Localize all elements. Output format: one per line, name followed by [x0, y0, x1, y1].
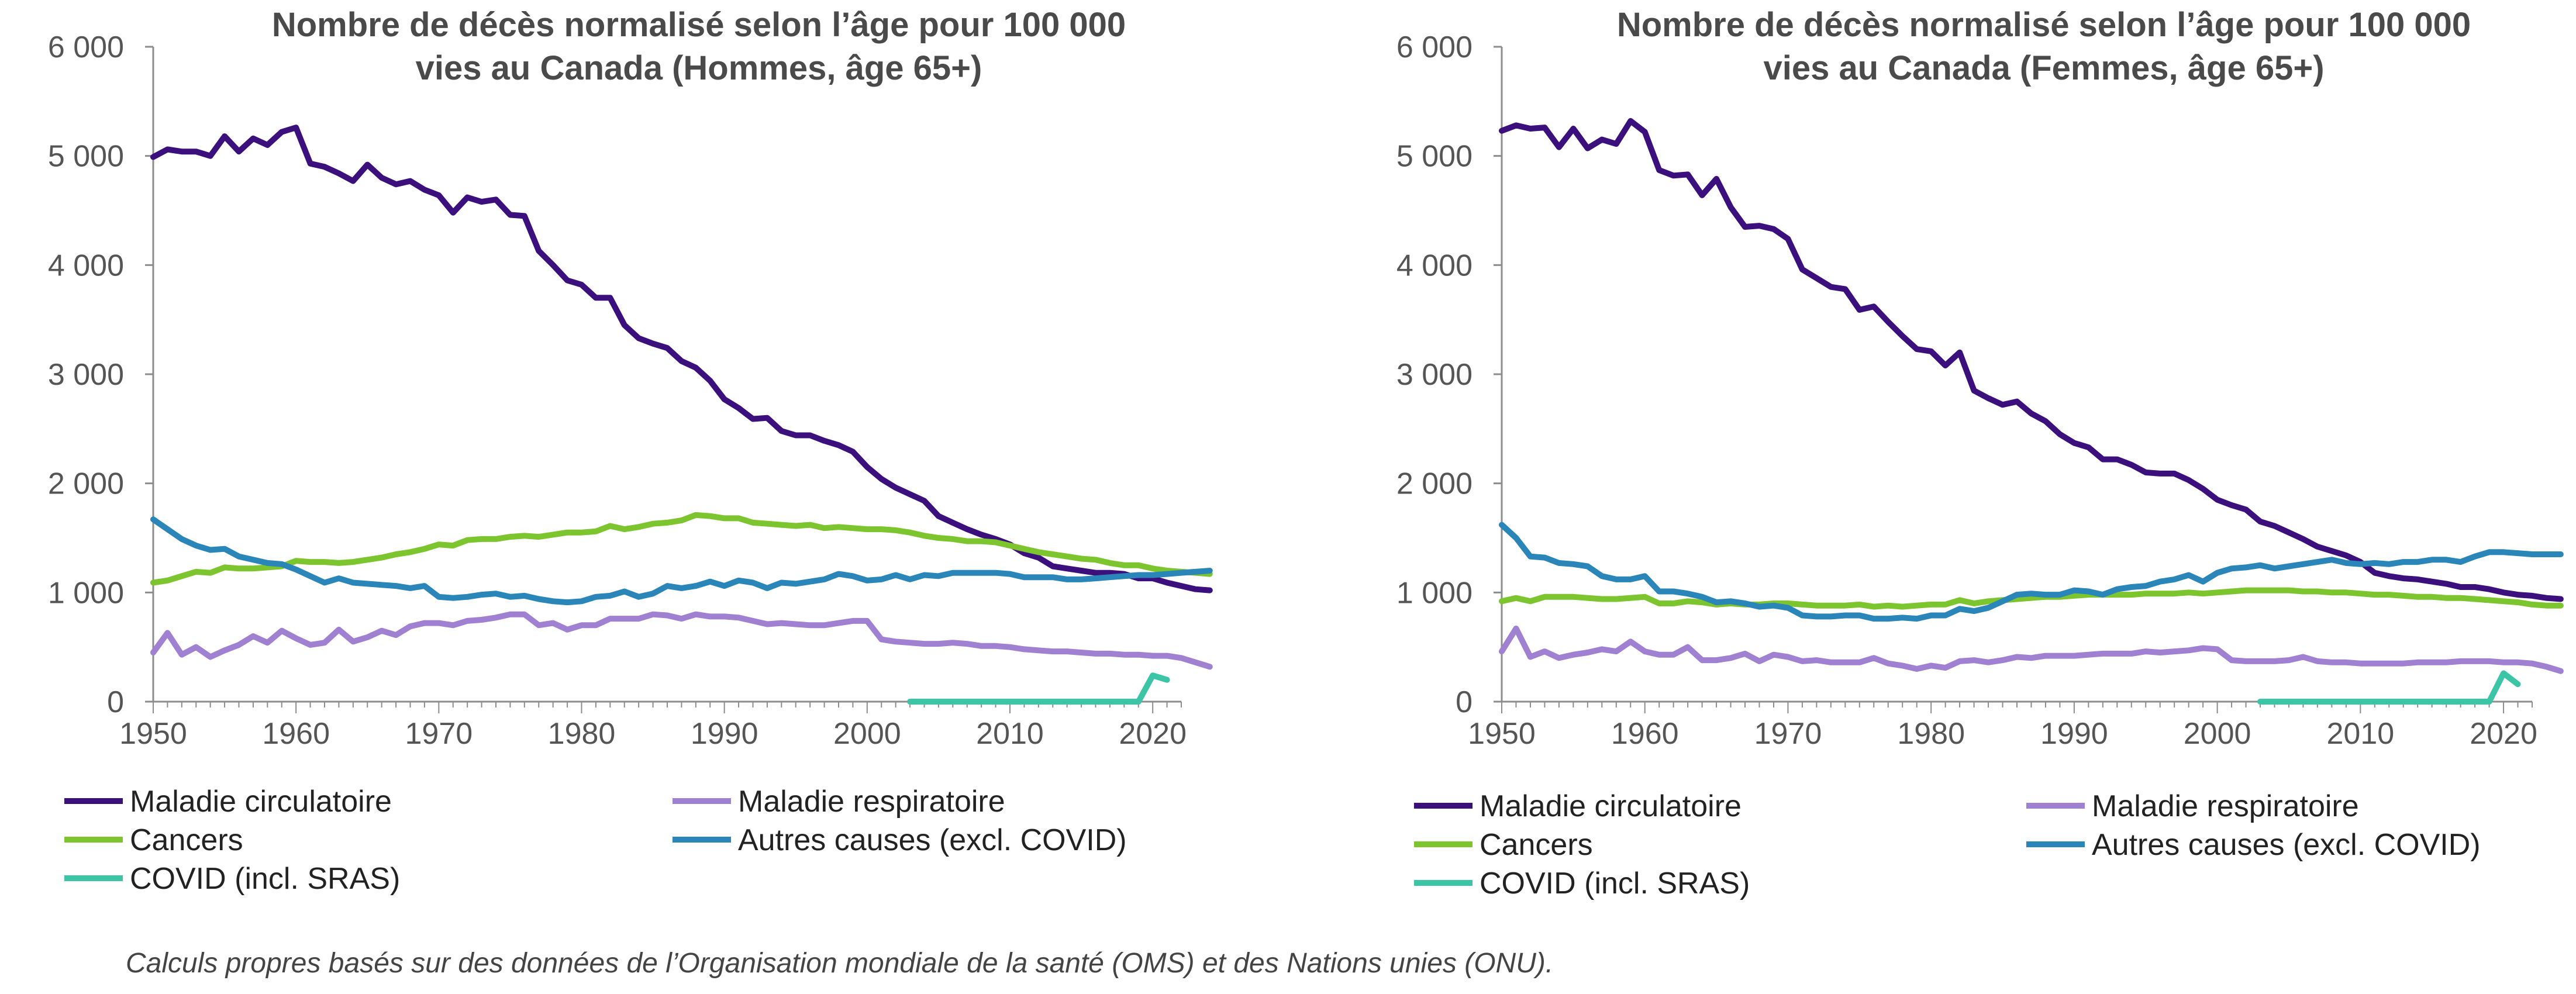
x-tick-label: 1970	[1754, 717, 1822, 751]
x-tick-label: 1950	[1468, 717, 1536, 751]
legend-label: COVID (incl. SRAS)	[130, 862, 400, 896]
series-line-autres-causes-excl-covid	[150, 516, 1213, 606]
y-tick-label: 1 000	[1396, 576, 1473, 610]
legend-label: Autres causes (excl. COVID)	[738, 823, 1127, 857]
series-line-autres-causes-excl-covid	[1499, 522, 2564, 622]
legend-label: Cancers	[130, 823, 243, 857]
y-tick-label: 6 000	[1396, 30, 1473, 64]
x-tick-label: 1990	[691, 717, 758, 751]
series-line-maladie-circulatoire	[150, 125, 1213, 593]
series-line-maladie-respiratoire	[1499, 625, 2564, 674]
series-line-covid-incl-sras	[907, 672, 1170, 705]
x-tick-label: 1980	[548, 717, 616, 751]
y-tick-label: 2 000	[48, 467, 124, 501]
y-tick-label: 4 000	[48, 248, 124, 282]
series-line-maladie-circulatoire	[1499, 118, 2564, 602]
legend-label: COVID (incl. SRAS)	[1480, 867, 1750, 900]
legend-label: Maladie respiratoire	[2092, 789, 2359, 823]
series-line-maladie-respiratoire	[150, 611, 1213, 670]
y-tick-label: 6 000	[48, 30, 124, 64]
x-tick-label: 1960	[1611, 717, 1679, 751]
chart-title-line: vies au Canada (Femmes, âge 65+)	[1763, 49, 2324, 87]
x-tick-label: 2010	[976, 717, 1044, 751]
chart-femmes: Nombre de décès normalisé selon l’âge po…	[1396, 6, 2564, 900]
x-tick-label: 2000	[2184, 717, 2251, 751]
x-tick-label: 2020	[1119, 717, 1187, 751]
y-tick-label: 5 000	[1396, 140, 1473, 174]
x-tick-label: 1980	[1897, 717, 1965, 751]
legend-label: Autres causes (excl. COVID)	[2092, 828, 2481, 862]
x-tick-label: 1950	[119, 717, 187, 751]
legend-label: Maladie circulatoire	[130, 785, 392, 819]
chart-hommes: Nombre de décès normalisé selon l’âge po…	[48, 6, 1213, 896]
y-tick-label: 2 000	[1396, 467, 1473, 501]
source-note: Calculs propres basés sur des données de…	[126, 948, 1554, 979]
chart-title-line: Nombre de décès normalisé selon l’âge po…	[1617, 6, 2471, 44]
series-line-cancers	[1499, 587, 2564, 610]
legend-label: Maladie circulatoire	[1480, 789, 1742, 823]
y-tick-label: 3 000	[1396, 358, 1473, 392]
x-tick-label: 1960	[262, 717, 330, 751]
y-tick-label: 5 000	[48, 140, 124, 174]
x-tick-label: 2010	[2326, 717, 2394, 751]
chart-title-line: vies au Canada (Hommes, âge 65+)	[416, 49, 982, 87]
x-tick-label: 2020	[2470, 717, 2537, 751]
y-tick-label: 3 000	[48, 358, 124, 392]
y-tick-label: 0	[107, 685, 124, 719]
x-tick-label: 2000	[833, 717, 901, 751]
legend-label: Cancers	[1480, 828, 1593, 862]
y-tick-label: 4 000	[1396, 248, 1473, 282]
x-tick-label: 1990	[2040, 717, 2108, 751]
series-line-cancers	[150, 512, 1213, 586]
y-tick-label: 1 000	[48, 576, 124, 610]
series-line-covid-incl-sras	[2257, 670, 2521, 705]
x-tick-label: 1970	[405, 717, 473, 751]
chart-title-line: Nombre de décès normalisé selon l’âge po…	[272, 6, 1126, 44]
legend-label: Maladie respiratoire	[738, 785, 1005, 819]
charts-canvas: Nombre de décès normalisé selon l’âge po…	[48, 6, 2564, 900]
y-tick-label: 0	[1456, 685, 1473, 719]
